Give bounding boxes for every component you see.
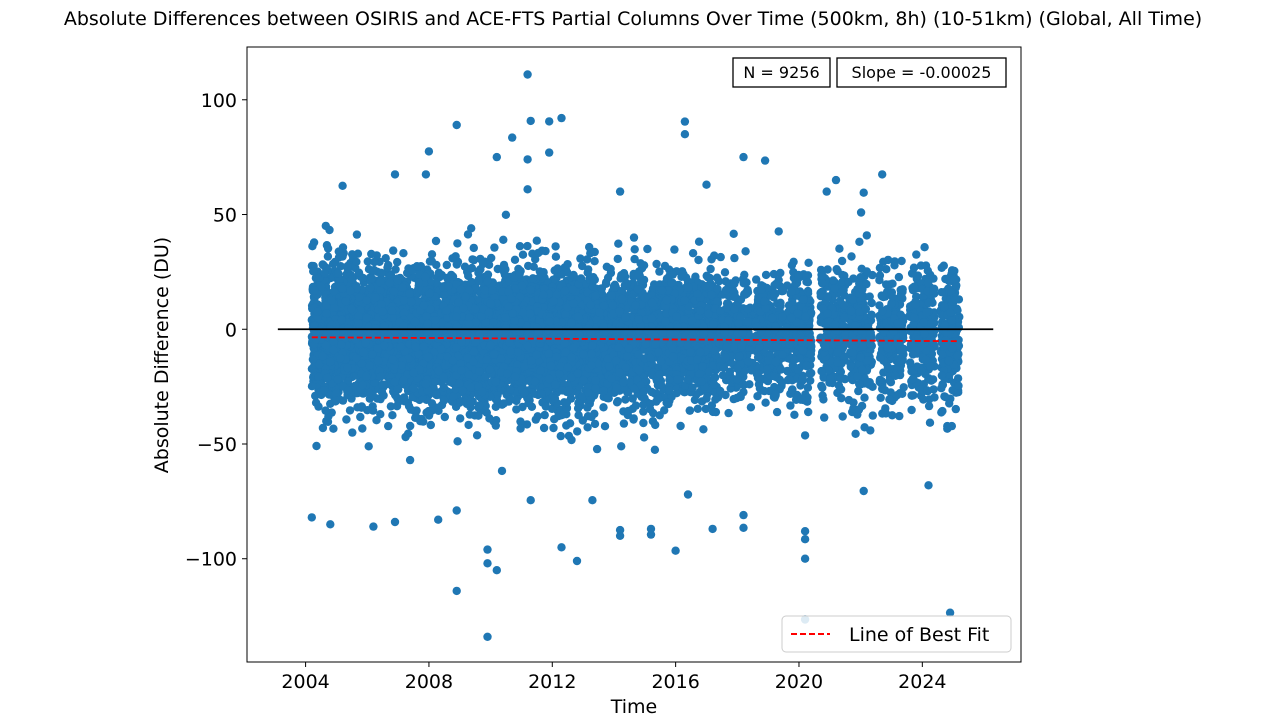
data-point xyxy=(612,398,622,407)
data-point xyxy=(364,388,374,398)
data-point xyxy=(540,410,549,420)
data-point xyxy=(539,423,549,433)
data-point xyxy=(499,235,508,244)
data-point xyxy=(491,421,500,430)
data-point xyxy=(639,407,648,416)
data-point xyxy=(440,412,449,422)
data-point xyxy=(643,244,652,254)
data-point xyxy=(325,225,334,235)
data-point xyxy=(466,397,475,407)
data-point xyxy=(348,428,357,437)
data-point xyxy=(460,262,470,271)
data-point xyxy=(541,402,550,411)
data-point xyxy=(518,250,528,259)
data-point xyxy=(699,425,708,434)
data-point xyxy=(372,416,381,425)
data-point xyxy=(497,466,507,476)
data-point xyxy=(356,412,365,422)
data-point xyxy=(655,267,664,276)
data-point xyxy=(405,455,415,465)
data-point xyxy=(701,404,710,414)
data-point xyxy=(553,264,562,273)
data-point xyxy=(592,444,602,454)
data-point xyxy=(576,254,585,263)
data-point xyxy=(660,261,670,271)
data-point xyxy=(464,420,473,430)
data-point xyxy=(574,411,583,420)
data-point xyxy=(639,400,648,409)
data-point xyxy=(708,407,718,417)
data-point xyxy=(693,404,702,413)
data-point xyxy=(345,406,355,415)
data-point xyxy=(515,242,525,251)
data-point xyxy=(613,254,622,264)
data-point xyxy=(493,264,502,274)
data-point xyxy=(630,245,639,254)
data-point xyxy=(567,435,576,445)
data-point xyxy=(639,433,649,442)
data-point xyxy=(614,239,623,248)
data-point xyxy=(358,424,367,433)
data-point xyxy=(600,422,610,431)
data-point xyxy=(639,418,648,428)
data-point xyxy=(323,252,333,261)
data-point xyxy=(565,419,575,428)
data-point xyxy=(367,274,377,283)
data-point xyxy=(510,255,520,264)
data-point xyxy=(499,260,509,270)
data-point xyxy=(363,257,372,266)
data-point xyxy=(490,243,499,252)
data-point xyxy=(342,415,351,424)
data-point xyxy=(617,442,626,451)
data-point xyxy=(531,415,540,424)
data-point xyxy=(367,249,376,259)
data-point xyxy=(590,257,599,266)
data-point xyxy=(532,236,541,245)
chart-title: Absolute Differences between OSIRIS and … xyxy=(64,8,1202,30)
data-point xyxy=(312,441,321,451)
data-point xyxy=(660,406,669,415)
data-point xyxy=(621,395,630,404)
data-point xyxy=(551,252,561,261)
data-point xyxy=(690,395,700,405)
data-point xyxy=(499,399,509,408)
data-point xyxy=(393,257,402,267)
data-point xyxy=(329,424,338,433)
data-point xyxy=(676,421,685,431)
data-point xyxy=(307,382,317,391)
data-point xyxy=(551,242,560,251)
data-point xyxy=(529,262,538,271)
data-point xyxy=(685,406,695,415)
data-point xyxy=(619,419,629,428)
scatter-points xyxy=(307,70,964,641)
data-point xyxy=(439,396,449,405)
data-point xyxy=(631,401,641,410)
data-point xyxy=(376,410,385,419)
data-point xyxy=(468,255,477,264)
data-point xyxy=(389,246,398,255)
data-point xyxy=(629,233,639,242)
data-point xyxy=(491,402,500,411)
data-point xyxy=(534,248,543,258)
data-point xyxy=(469,243,478,253)
data-point xyxy=(694,255,703,265)
data-point xyxy=(522,420,532,429)
data-point xyxy=(573,427,582,436)
data-point xyxy=(384,421,393,431)
data-point xyxy=(391,265,400,274)
